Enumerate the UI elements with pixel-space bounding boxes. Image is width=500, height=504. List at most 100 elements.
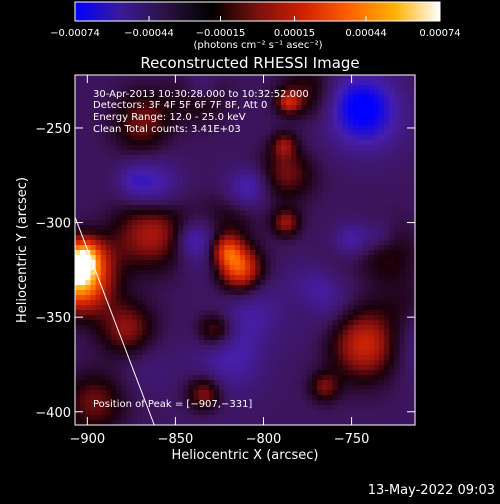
- heatmap-cell: [208, 210, 215, 216]
- heatmap-cell: [75, 200, 81, 206]
- heatmap-cell: [239, 365, 246, 371]
- heatmap-cell: [80, 275, 86, 281]
- heatmap-cell: [224, 360, 231, 366]
- heatmap-cell: [136, 410, 143, 416]
- heatmap-cell: [255, 125, 262, 131]
- heatmap-cell: [75, 255, 81, 261]
- heatmap-cell: [121, 205, 128, 211]
- heatmap-cell: [208, 200, 215, 206]
- heatmap-cell: [85, 110, 92, 116]
- heatmap-cell: [203, 235, 210, 241]
- heatmap-cell: [317, 225, 323, 231]
- heatmap-cell: [105, 350, 112, 356]
- heatmap-cell: [348, 365, 354, 371]
- heatmap-cell: [111, 280, 117, 286]
- heatmap-cell: [358, 325, 365, 331]
- heatmap-cell: [322, 275, 329, 281]
- heatmap-cell: [399, 120, 406, 126]
- heatmap-cell: [389, 125, 395, 131]
- heatmap-cell: [116, 350, 122, 356]
- heatmap-cell: [203, 200, 210, 206]
- heatmap-cell: [183, 85, 189, 91]
- heatmap-cell: [203, 270, 210, 276]
- heatmap-cell: [157, 235, 164, 241]
- heatmap-cell: [111, 365, 117, 371]
- heatmap-cell: [270, 250, 277, 256]
- heatmap-cell: [311, 345, 318, 351]
- heatmap-cell: [265, 150, 272, 156]
- heatmap-cell: [337, 85, 344, 91]
- heatmap-cell: [373, 380, 380, 386]
- heatmap-cell: [255, 100, 262, 106]
- heatmap-cell: [327, 100, 334, 106]
- heatmap-cell: [147, 205, 153, 211]
- heatmap-cell: [373, 355, 380, 361]
- heatmap-cell: [193, 415, 200, 421]
- heatmap-cell: [327, 275, 334, 281]
- heatmap-cell: [234, 415, 241, 421]
- heatmap-cell: [394, 300, 401, 306]
- heatmap-cell: [95, 360, 102, 366]
- heatmap-cell: [327, 195, 334, 201]
- heatmap-cell: [260, 105, 267, 111]
- heatmap-cell: [183, 190, 189, 196]
- heatmap-cell: [399, 325, 406, 331]
- heatmap-cell: [126, 195, 133, 201]
- heatmap-cell: [193, 190, 200, 196]
- heatmap-cell: [152, 115, 159, 121]
- heatmap-cell: [147, 300, 153, 306]
- heatmap-cell: [394, 370, 401, 376]
- heatmap-cell: [90, 325, 97, 331]
- heatmap-cell: [229, 90, 236, 96]
- heatmap-cell: [404, 350, 411, 356]
- heatmap-cell: [409, 275, 416, 281]
- heatmap-cell: [234, 365, 241, 371]
- heatmap-cell: [157, 365, 164, 371]
- heatmap-cell: [198, 350, 205, 356]
- heatmap-cell: [348, 275, 354, 281]
- heatmap-cell: [245, 95, 251, 101]
- heatmap-cell: [100, 210, 107, 216]
- heatmap-cell: [373, 190, 380, 196]
- heatmap-cell: [188, 75, 195, 81]
- heatmap-cell: [162, 405, 169, 411]
- heatmap-cell: [291, 250, 298, 256]
- heatmap-cell: [373, 410, 380, 416]
- heatmap-cell: [111, 250, 117, 256]
- heatmap-cell: [260, 250, 267, 256]
- heatmap-cell: [348, 100, 354, 106]
- heatmap-cell: [306, 130, 313, 136]
- heatmap-cell: [85, 275, 92, 281]
- heatmap-cell: [147, 360, 153, 366]
- heatmap-cell: [178, 200, 184, 206]
- heatmap-cell: [178, 350, 184, 356]
- heatmap-cell: [394, 290, 401, 296]
- heatmap-cell: [389, 260, 395, 266]
- heatmap-cell: [363, 255, 370, 261]
- heatmap-cell: [322, 330, 329, 336]
- heatmap-cell: [121, 210, 128, 216]
- heatmap-cell: [208, 180, 215, 186]
- heatmap-cell: [126, 395, 133, 401]
- heatmap-cell: [394, 335, 401, 341]
- heatmap-cell: [100, 200, 107, 206]
- heatmap-cell: [229, 330, 236, 336]
- heatmap-cell: [105, 370, 112, 376]
- heatmap-cell: [250, 345, 256, 351]
- heatmap-cell: [322, 225, 329, 231]
- annotation-energy-range: Energy Range: 12.0 - 25.0 keV: [93, 112, 246, 123]
- heatmap-cell: [286, 315, 292, 321]
- heatmap-cell: [167, 95, 174, 101]
- heatmap-cell: [255, 135, 262, 141]
- heatmap-cell: [384, 135, 390, 141]
- heatmap-cell: [291, 345, 298, 351]
- heatmap-cell: [368, 330, 375, 336]
- heatmap-cell: [327, 115, 334, 121]
- heatmap-cell: [358, 235, 365, 241]
- heatmap-cell: [337, 225, 344, 231]
- heatmap-cell: [208, 145, 215, 151]
- heatmap-cell: [281, 85, 287, 91]
- heatmap-cell: [136, 335, 143, 341]
- heatmap-cell: [162, 280, 169, 286]
- heatmap-cell: [162, 415, 169, 421]
